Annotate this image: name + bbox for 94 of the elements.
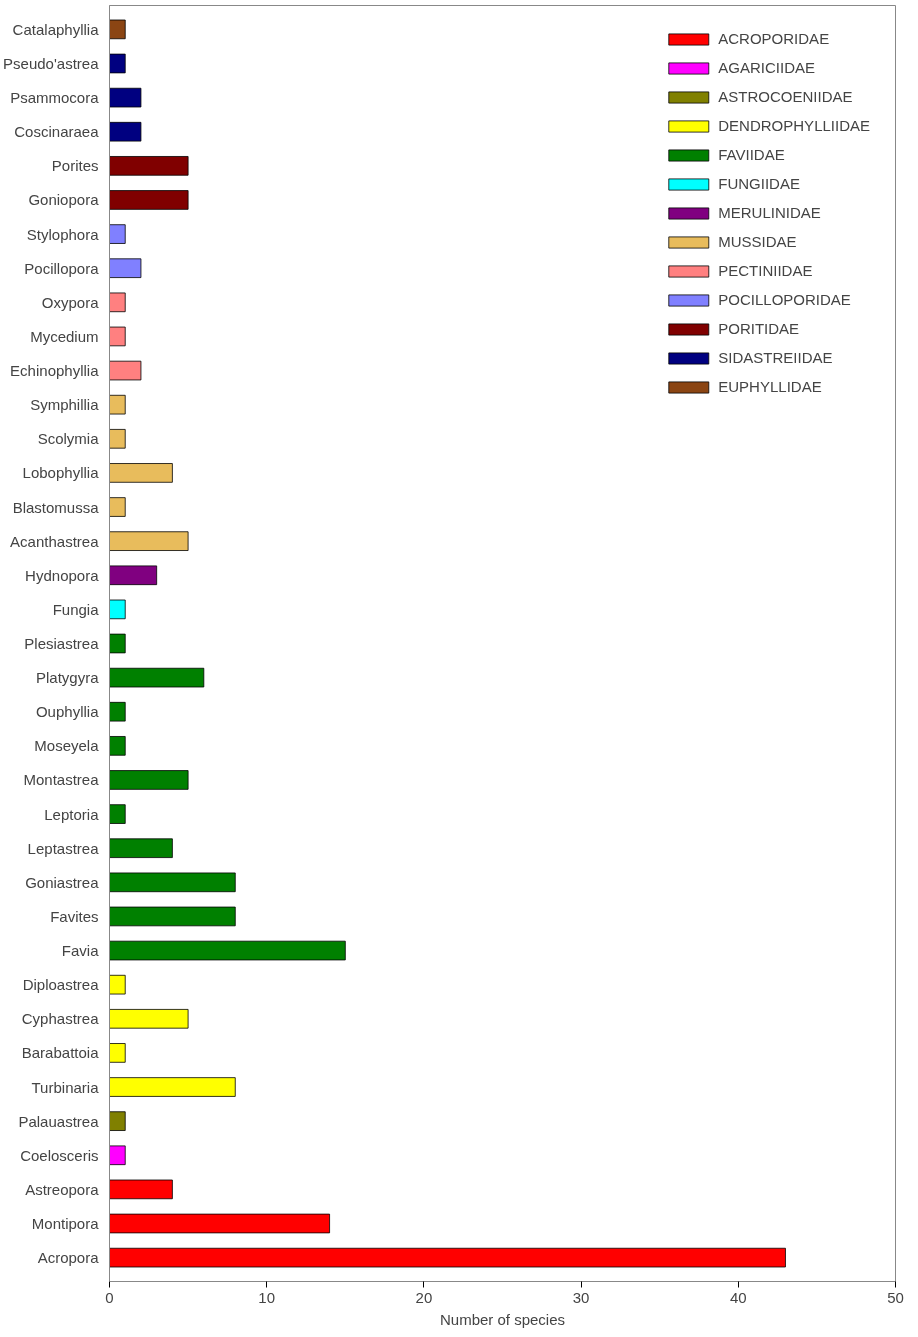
y-tick-label: Catalaphyllia <box>12 20 100 38</box>
bar <box>109 1009 189 1029</box>
legend-label: SIDASTREIIDAE <box>718 349 833 366</box>
x-tick-label: 40 <box>729 1288 747 1306</box>
x-tick-label: 30 <box>572 1288 590 1306</box>
bar <box>109 838 173 858</box>
x-tick-label: 10 <box>258 1288 276 1306</box>
y-tick-label: Diploastrea <box>22 976 100 994</box>
x-tick-label: 20 <box>415 1288 433 1306</box>
y-tick-label: Fungia <box>52 600 100 618</box>
bar <box>109 19 126 40</box>
y-tick-label: Cyphastrea <box>21 1010 100 1028</box>
x-axis-title: Number of species <box>439 1310 566 1328</box>
y-tick-label: Porites <box>51 157 99 175</box>
bar <box>109 1247 786 1268</box>
legend-label: FUNGIIDAE <box>718 175 800 192</box>
bar <box>109 872 236 893</box>
bar <box>109 1111 126 1131</box>
bar <box>109 565 158 586</box>
bar <box>109 190 189 210</box>
legend-label: DENDROPHYLLIIDAE <box>718 117 870 134</box>
bar <box>109 736 126 756</box>
bar <box>109 633 126 654</box>
y-tick-label: Moseyela <box>34 737 100 755</box>
legend-label: MERULINIDAE <box>718 204 821 221</box>
bar <box>109 87 142 108</box>
legend-label: ACROPORIDAE <box>718 30 830 47</box>
y-tick-label: Blastomussa <box>12 498 100 516</box>
y-tick-label: Goniastrea <box>25 873 100 891</box>
y-tick-label: Astreopora <box>25 1180 100 1198</box>
bar <box>109 224 126 244</box>
bar <box>109 667 205 688</box>
y-tick-label: Montipora <box>31 1215 100 1232</box>
y-tick-label: Echinophyllia <box>10 362 100 380</box>
bar <box>109 156 189 176</box>
bar <box>109 429 126 449</box>
y-tick-label: Lobophyllia <box>22 464 100 482</box>
y-tick-label: Mycedium <box>30 327 99 345</box>
bar <box>109 974 126 995</box>
y-tick-label: Hydnopora <box>25 566 100 584</box>
y-tick-label: Barabattoia <box>21 1044 100 1062</box>
bar <box>109 599 126 620</box>
y-tick-label: Favia <box>61 942 100 960</box>
legend-label: EUPHYLLIDAE <box>718 378 822 395</box>
x-tick-label: 0 <box>105 1288 114 1306</box>
bar <box>109 701 126 722</box>
bar <box>109 258 142 278</box>
y-tick-label: Leptoria <box>44 805 100 823</box>
y-tick-label: Symphillia <box>30 396 100 414</box>
bar <box>109 1213 330 1234</box>
legend-label: AGARICIIDAE <box>718 59 815 76</box>
y-tick-label: Stylophora <box>26 225 100 243</box>
legend-label: FAVIIDAE <box>718 146 785 163</box>
bar <box>109 1077 236 1097</box>
bar <box>109 121 142 142</box>
bar <box>109 1179 173 1200</box>
y-tick-label: Platygyra <box>35 669 100 687</box>
bar <box>109 940 346 961</box>
y-tick-label: Acanthastrea <box>10 532 100 550</box>
y-tick-label: Palauastrea <box>18 1112 100 1130</box>
bar <box>109 292 126 313</box>
y-tick-label: Plesiastrea <box>24 635 100 652</box>
legend-label: PECTINIIDAE <box>718 262 813 279</box>
y-tick-label: Montastrea <box>23 771 100 789</box>
bar <box>109 1043 126 1063</box>
legend-label: POCILLOPORIDAE <box>718 291 851 308</box>
x-tick-label: 50 <box>887 1288 904 1306</box>
y-tick-label: Leptastrea <box>27 839 100 857</box>
y-tick-label: Scolymia <box>37 430 100 448</box>
y-tick-label: Ouphyllia <box>35 703 100 721</box>
bar <box>109 1145 126 1166</box>
y-tick-label: Turbinaria <box>31 1078 100 1096</box>
bar <box>109 804 126 824</box>
y-tick-label: Acropora <box>37 1249 100 1267</box>
y-tick-label: Coscinaraea <box>14 123 100 141</box>
y-tick-label: Goniopora <box>28 191 100 209</box>
bar <box>109 53 126 74</box>
legend-label: PORITIDAE <box>718 320 800 337</box>
y-tick-label: Coelosceris <box>20 1146 99 1164</box>
y-tick-label: Psammocora <box>10 89 100 107</box>
y-tick-label: Oxypora <box>41 293 100 311</box>
legend-label: ASTROCOENIIDAE <box>718 88 853 105</box>
y-tick-label: Pocillopora <box>24 259 100 277</box>
bar <box>109 497 126 517</box>
bar <box>109 394 126 415</box>
y-tick-label: Favites <box>50 907 99 925</box>
bar <box>109 770 189 790</box>
y-tick-label: Pseudo'astrea <box>3 55 100 72</box>
legend-label: MUSSIDAE <box>718 233 797 250</box>
bar <box>109 326 126 347</box>
bar <box>109 906 236 927</box>
bar <box>109 360 142 381</box>
bar <box>109 531 189 551</box>
bar <box>109 463 173 483</box>
